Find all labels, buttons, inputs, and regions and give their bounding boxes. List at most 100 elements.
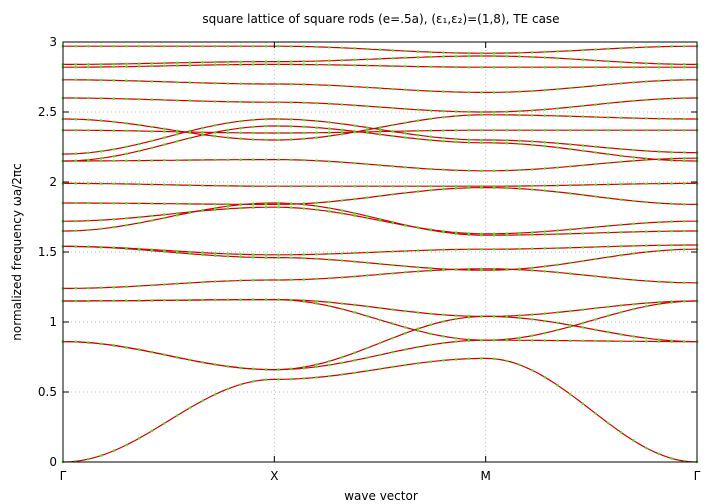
band-point bbox=[239, 137, 242, 140]
band-point bbox=[404, 224, 407, 227]
band-point bbox=[175, 298, 179, 302]
band-point bbox=[289, 118, 293, 121]
band-point bbox=[429, 248, 433, 252]
band-point bbox=[188, 210, 192, 214]
band-point bbox=[340, 209, 344, 212]
band-point bbox=[619, 198, 623, 201]
band-point bbox=[150, 62, 154, 65]
y-tick-label: 1 bbox=[49, 315, 57, 329]
band-point bbox=[340, 373, 344, 376]
band-point bbox=[328, 84, 331, 87]
band-point bbox=[213, 184, 217, 187]
band-point bbox=[378, 353, 382, 357]
band-point bbox=[391, 57, 395, 60]
band-point bbox=[264, 44, 268, 48]
band-point bbox=[429, 135, 433, 138]
band-point bbox=[137, 62, 141, 65]
band-point bbox=[87, 457, 90, 461]
band-point bbox=[619, 128, 623, 132]
band-point bbox=[429, 323, 433, 327]
band-point bbox=[163, 213, 166, 216]
band-point bbox=[429, 50, 433, 54]
band-point bbox=[289, 101, 293, 104]
band-point bbox=[657, 244, 661, 247]
band-point bbox=[328, 258, 331, 261]
band-point bbox=[568, 232, 572, 235]
band-point bbox=[670, 159, 673, 162]
band-point bbox=[429, 266, 433, 270]
band-point bbox=[289, 377, 293, 381]
band-point bbox=[442, 341, 445, 345]
band-point bbox=[518, 55, 521, 58]
band-point bbox=[378, 48, 382, 51]
band-point bbox=[581, 273, 585, 277]
band-point bbox=[137, 159, 141, 162]
band-point bbox=[340, 131, 344, 134]
band-point bbox=[505, 54, 509, 58]
band-point bbox=[568, 339, 572, 343]
band-point bbox=[315, 253, 318, 256]
band-point bbox=[518, 142, 521, 146]
band-point bbox=[87, 96, 90, 100]
band-point bbox=[505, 139, 509, 142]
band-point bbox=[568, 105, 572, 109]
band-point bbox=[340, 212, 344, 215]
band-point bbox=[454, 65, 458, 69]
band-point bbox=[378, 273, 382, 276]
band-point bbox=[404, 309, 407, 313]
band-point bbox=[632, 252, 635, 255]
band-point bbox=[404, 264, 407, 268]
band-point bbox=[619, 230, 623, 234]
band-point bbox=[353, 214, 356, 217]
band-point bbox=[277, 82, 280, 86]
band-point bbox=[175, 183, 179, 187]
band-point bbox=[556, 321, 559, 325]
band-point bbox=[492, 141, 496, 145]
band-point bbox=[429, 184, 433, 188]
band-point bbox=[277, 60, 280, 63]
band-point bbox=[340, 84, 344, 88]
band-point bbox=[175, 61, 179, 65]
band-point bbox=[670, 281, 673, 284]
band-point bbox=[492, 232, 496, 236]
band-point bbox=[99, 182, 103, 185]
band-point bbox=[315, 365, 318, 369]
band-point bbox=[657, 158, 661, 161]
band-point bbox=[99, 78, 103, 82]
band-point bbox=[568, 192, 572, 195]
band-point bbox=[670, 300, 673, 303]
band-point bbox=[391, 130, 395, 133]
band-point bbox=[74, 159, 77, 162]
band-point bbox=[568, 165, 572, 168]
band-point bbox=[467, 314, 471, 318]
band-point bbox=[125, 299, 128, 303]
band-point bbox=[594, 115, 597, 119]
band-point bbox=[340, 199, 344, 202]
band-point bbox=[163, 299, 166, 302]
band-point bbox=[619, 160, 623, 164]
band-point bbox=[556, 339, 559, 342]
band-point bbox=[201, 361, 204, 364]
band-point bbox=[137, 65, 141, 68]
band-point bbox=[416, 89, 420, 92]
band-point bbox=[606, 102, 610, 105]
band-point bbox=[454, 248, 458, 251]
band-point bbox=[289, 298, 293, 302]
band-point bbox=[594, 151, 597, 154]
band-point bbox=[416, 226, 420, 229]
band-point bbox=[366, 130, 369, 134]
band-point bbox=[74, 287, 77, 290]
band-point bbox=[163, 127, 166, 131]
band-point bbox=[670, 117, 673, 121]
band-point bbox=[556, 263, 559, 267]
band-point bbox=[454, 314, 458, 317]
band-point bbox=[683, 117, 686, 121]
band-point bbox=[366, 104, 369, 108]
band-point bbox=[543, 88, 547, 92]
band-point bbox=[594, 59, 597, 62]
band-point bbox=[302, 101, 306, 104]
band-point bbox=[568, 115, 572, 118]
band-point bbox=[289, 82, 293, 86]
band-point bbox=[226, 298, 230, 302]
band-point bbox=[378, 219, 382, 222]
